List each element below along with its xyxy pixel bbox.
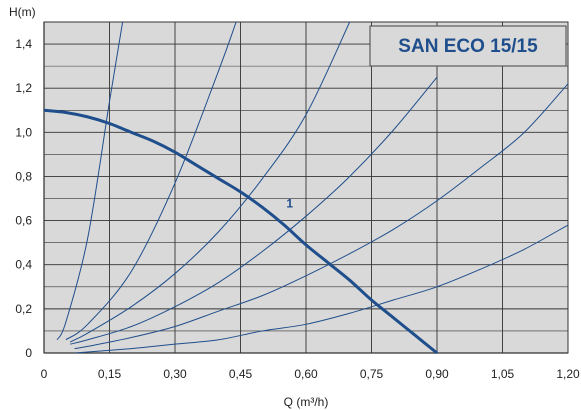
system-curve bbox=[74, 83, 568, 350]
y-tick-label: 0 bbox=[25, 346, 32, 360]
chart-title: SAN ECO 15/15 bbox=[398, 36, 538, 57]
x-tick-label: 0,30 bbox=[163, 367, 187, 381]
x-tick-label: 0,60 bbox=[294, 367, 318, 381]
title-box bbox=[369, 25, 567, 67]
system-curve bbox=[74, 224, 568, 353]
system-curves bbox=[56, 22, 568, 353]
y-tick-label: 0,8 bbox=[15, 169, 32, 183]
x-tick-label: 0,45 bbox=[229, 367, 253, 381]
x-tick-label: 0,15 bbox=[98, 367, 122, 381]
system-curve bbox=[56, 22, 124, 341]
x-tick-label: 1,05 bbox=[491, 367, 515, 381]
plot-border bbox=[43, 21, 569, 354]
pump-curve-1 bbox=[43, 108, 438, 355]
x-tick-label: 1,20 bbox=[556, 367, 580, 381]
pump-curve-group: 1 bbox=[43, 108, 438, 355]
y-tick-label: 1,2 bbox=[15, 81, 32, 95]
y-axis-label: H(m) bbox=[9, 5, 36, 19]
y-tick-label: 1,0 bbox=[15, 125, 32, 139]
y-tick-label: 0,4 bbox=[15, 258, 32, 272]
pump-curve-label: 1 bbox=[286, 196, 293, 210]
y-tick-label: 1,4 bbox=[15, 37, 32, 51]
x-axis-label: Q (m³/h) bbox=[284, 395, 329, 409]
system-curve bbox=[69, 22, 351, 343]
y-tick-labels: 0 0,2 0,4 0,6 0,8 1,0 1,2 1,4 bbox=[15, 37, 32, 360]
y-tick-label: 0,2 bbox=[15, 302, 32, 316]
system-curve bbox=[65, 22, 237, 341]
x-tick-label: 0,90 bbox=[425, 367, 449, 381]
x-tick-label: 0,75 bbox=[360, 367, 384, 381]
grid bbox=[43, 21, 569, 354]
y-tick-label: 0,6 bbox=[15, 214, 32, 228]
system-curve bbox=[70, 76, 438, 345]
x-tick-labels: 0 0,15 0,30 0,45 0,60 0,75 0,90 1,05 1,20 bbox=[41, 367, 580, 381]
x-tick-label: 0 bbox=[41, 367, 48, 381]
